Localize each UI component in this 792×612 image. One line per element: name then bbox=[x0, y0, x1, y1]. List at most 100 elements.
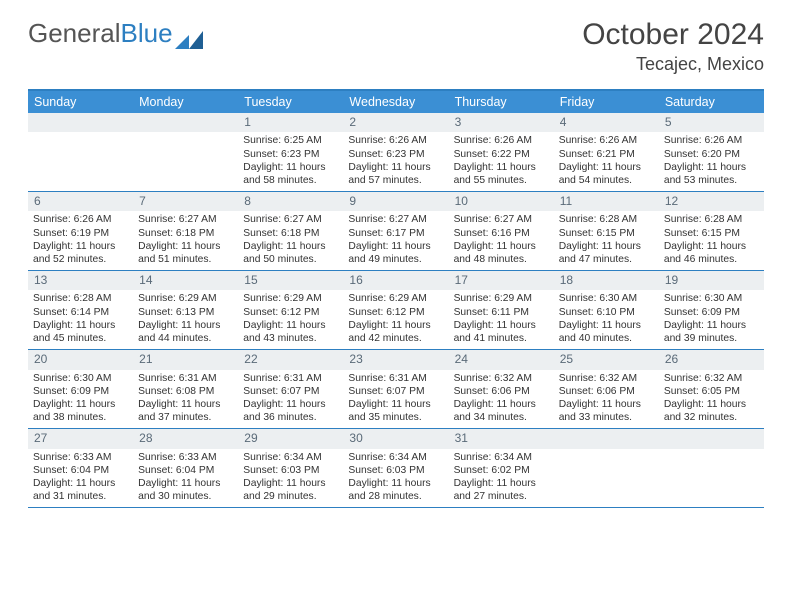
sunset-line: Sunset: 6:03 PM bbox=[243, 464, 338, 477]
sunset-line: Sunset: 6:09 PM bbox=[664, 306, 759, 319]
day-cell: 14Sunrise: 6:29 AMSunset: 6:13 PMDayligh… bbox=[133, 271, 238, 349]
day-body: Sunrise: 6:34 AMSunset: 6:03 PMDaylight:… bbox=[343, 449, 448, 508]
day-body: Sunrise: 6:28 AMSunset: 6:15 PMDaylight:… bbox=[554, 211, 659, 270]
day-number bbox=[554, 429, 659, 448]
day-cell: 30Sunrise: 6:34 AMSunset: 6:03 PMDayligh… bbox=[343, 429, 448, 507]
daylight-line: Daylight: 11 hours and 28 minutes. bbox=[348, 477, 443, 503]
day-body: Sunrise: 6:30 AMSunset: 6:10 PMDaylight:… bbox=[554, 290, 659, 349]
sunset-line: Sunset: 6:08 PM bbox=[138, 385, 233, 398]
day-cell: 11Sunrise: 6:28 AMSunset: 6:15 PMDayligh… bbox=[554, 192, 659, 270]
day-cell: 8Sunrise: 6:27 AMSunset: 6:18 PMDaylight… bbox=[238, 192, 343, 270]
daylight-line: Daylight: 11 hours and 29 minutes. bbox=[243, 477, 338, 503]
day-cell: 28Sunrise: 6:33 AMSunset: 6:04 PMDayligh… bbox=[133, 429, 238, 507]
day-number: 23 bbox=[343, 350, 448, 369]
day-number: 15 bbox=[238, 271, 343, 290]
day-cell: 9Sunrise: 6:27 AMSunset: 6:17 PMDaylight… bbox=[343, 192, 448, 270]
day-body: Sunrise: 6:26 AMSunset: 6:21 PMDaylight:… bbox=[554, 132, 659, 191]
sunset-line: Sunset: 6:21 PM bbox=[559, 148, 654, 161]
day-cell bbox=[554, 429, 659, 507]
daylight-line: Daylight: 11 hours and 53 minutes. bbox=[664, 161, 759, 187]
daylight-line: Daylight: 11 hours and 43 minutes. bbox=[243, 319, 338, 345]
week-row: 6Sunrise: 6:26 AMSunset: 6:19 PMDaylight… bbox=[28, 192, 764, 271]
daylight-line: Daylight: 11 hours and 39 minutes. bbox=[664, 319, 759, 345]
day-cell: 16Sunrise: 6:29 AMSunset: 6:12 PMDayligh… bbox=[343, 271, 448, 349]
daylight-line: Daylight: 11 hours and 36 minutes. bbox=[243, 398, 338, 424]
day-cell bbox=[28, 113, 133, 191]
day-body: Sunrise: 6:31 AMSunset: 6:08 PMDaylight:… bbox=[133, 370, 238, 429]
day-cell: 3Sunrise: 6:26 AMSunset: 6:22 PMDaylight… bbox=[449, 113, 554, 191]
sunrise-line: Sunrise: 6:27 AM bbox=[138, 213, 233, 226]
daylight-line: Daylight: 11 hours and 47 minutes. bbox=[559, 240, 654, 266]
day-body: Sunrise: 6:26 AMSunset: 6:20 PMDaylight:… bbox=[659, 132, 764, 191]
day-number: 16 bbox=[343, 271, 448, 290]
week-row: 1Sunrise: 6:25 AMSunset: 6:23 PMDaylight… bbox=[28, 113, 764, 192]
dow-cell: Friday bbox=[554, 91, 659, 113]
day-number: 29 bbox=[238, 429, 343, 448]
header: GeneralBlue October 2024 Tecajec, Mexico bbox=[0, 0, 792, 83]
sunrise-line: Sunrise: 6:33 AM bbox=[138, 451, 233, 464]
sunrise-line: Sunrise: 6:30 AM bbox=[559, 292, 654, 305]
day-body: Sunrise: 6:32 AMSunset: 6:06 PMDaylight:… bbox=[449, 370, 554, 429]
day-cell: 24Sunrise: 6:32 AMSunset: 6:06 PMDayligh… bbox=[449, 350, 554, 428]
day-body: Sunrise: 6:31 AMSunset: 6:07 PMDaylight:… bbox=[238, 370, 343, 429]
day-cell: 31Sunrise: 6:34 AMSunset: 6:02 PMDayligh… bbox=[449, 429, 554, 507]
sunrise-line: Sunrise: 6:34 AM bbox=[348, 451, 443, 464]
sunset-line: Sunset: 6:22 PM bbox=[454, 148, 549, 161]
dow-cell: Thursday bbox=[449, 91, 554, 113]
sunset-line: Sunset: 6:23 PM bbox=[243, 148, 338, 161]
dow-cell: Monday bbox=[133, 91, 238, 113]
day-body: Sunrise: 6:31 AMSunset: 6:07 PMDaylight:… bbox=[343, 370, 448, 429]
day-number: 9 bbox=[343, 192, 448, 211]
daylight-line: Daylight: 11 hours and 46 minutes. bbox=[664, 240, 759, 266]
day-body: Sunrise: 6:34 AMSunset: 6:03 PMDaylight:… bbox=[238, 449, 343, 508]
day-body: Sunrise: 6:26 AMSunset: 6:19 PMDaylight:… bbox=[28, 211, 133, 270]
day-number: 5 bbox=[659, 113, 764, 132]
day-cell: 13Sunrise: 6:28 AMSunset: 6:14 PMDayligh… bbox=[28, 271, 133, 349]
day-number bbox=[28, 113, 133, 132]
sunrise-line: Sunrise: 6:31 AM bbox=[348, 372, 443, 385]
day-number: 7 bbox=[133, 192, 238, 211]
sunrise-line: Sunrise: 6:27 AM bbox=[348, 213, 443, 226]
sunrise-line: Sunrise: 6:26 AM bbox=[559, 134, 654, 147]
day-cell: 19Sunrise: 6:30 AMSunset: 6:09 PMDayligh… bbox=[659, 271, 764, 349]
sunrise-line: Sunrise: 6:26 AM bbox=[454, 134, 549, 147]
day-body: Sunrise: 6:32 AMSunset: 6:05 PMDaylight:… bbox=[659, 370, 764, 429]
day-cell: 7Sunrise: 6:27 AMSunset: 6:18 PMDaylight… bbox=[133, 192, 238, 270]
sunset-line: Sunset: 6:04 PM bbox=[138, 464, 233, 477]
day-number: 14 bbox=[133, 271, 238, 290]
daylight-line: Daylight: 11 hours and 58 minutes. bbox=[243, 161, 338, 187]
day-cell: 17Sunrise: 6:29 AMSunset: 6:11 PMDayligh… bbox=[449, 271, 554, 349]
day-body: Sunrise: 6:27 AMSunset: 6:18 PMDaylight:… bbox=[238, 211, 343, 270]
sunrise-line: Sunrise: 6:34 AM bbox=[243, 451, 338, 464]
day-number bbox=[133, 113, 238, 132]
daylight-line: Daylight: 11 hours and 30 minutes. bbox=[138, 477, 233, 503]
sunrise-line: Sunrise: 6:30 AM bbox=[33, 372, 128, 385]
day-body: Sunrise: 6:27 AMSunset: 6:16 PMDaylight:… bbox=[449, 211, 554, 270]
daylight-line: Daylight: 11 hours and 57 minutes. bbox=[348, 161, 443, 187]
day-cell bbox=[133, 113, 238, 191]
day-body: Sunrise: 6:29 AMSunset: 6:11 PMDaylight:… bbox=[449, 290, 554, 349]
day-cell: 1Sunrise: 6:25 AMSunset: 6:23 PMDaylight… bbox=[238, 113, 343, 191]
sunrise-line: Sunrise: 6:26 AM bbox=[664, 134, 759, 147]
day-body: Sunrise: 6:33 AMSunset: 6:04 PMDaylight:… bbox=[28, 449, 133, 508]
day-body: Sunrise: 6:26 AMSunset: 6:22 PMDaylight:… bbox=[449, 132, 554, 191]
sunset-line: Sunset: 6:07 PM bbox=[243, 385, 338, 398]
daylight-line: Daylight: 11 hours and 49 minutes. bbox=[348, 240, 443, 266]
day-cell: 2Sunrise: 6:26 AMSunset: 6:23 PMDaylight… bbox=[343, 113, 448, 191]
daylight-line: Daylight: 11 hours and 51 minutes. bbox=[138, 240, 233, 266]
sunrise-line: Sunrise: 6:27 AM bbox=[243, 213, 338, 226]
week-row: 27Sunrise: 6:33 AMSunset: 6:04 PMDayligh… bbox=[28, 429, 764, 508]
day-cell: 25Sunrise: 6:32 AMSunset: 6:06 PMDayligh… bbox=[554, 350, 659, 428]
sunrise-line: Sunrise: 6:29 AM bbox=[454, 292, 549, 305]
dow-cell: Wednesday bbox=[343, 91, 448, 113]
sunset-line: Sunset: 6:13 PM bbox=[138, 306, 233, 319]
sunrise-line: Sunrise: 6:34 AM bbox=[454, 451, 549, 464]
sunrise-line: Sunrise: 6:32 AM bbox=[664, 372, 759, 385]
dow-row: SundayMondayTuesdayWednesdayThursdayFrid… bbox=[28, 91, 764, 113]
day-body: Sunrise: 6:25 AMSunset: 6:23 PMDaylight:… bbox=[238, 132, 343, 191]
daylight-line: Daylight: 11 hours and 42 minutes. bbox=[348, 319, 443, 345]
day-cell: 27Sunrise: 6:33 AMSunset: 6:04 PMDayligh… bbox=[28, 429, 133, 507]
sunrise-line: Sunrise: 6:29 AM bbox=[138, 292, 233, 305]
daylight-line: Daylight: 11 hours and 52 minutes. bbox=[33, 240, 128, 266]
day-cell: 10Sunrise: 6:27 AMSunset: 6:16 PMDayligh… bbox=[449, 192, 554, 270]
